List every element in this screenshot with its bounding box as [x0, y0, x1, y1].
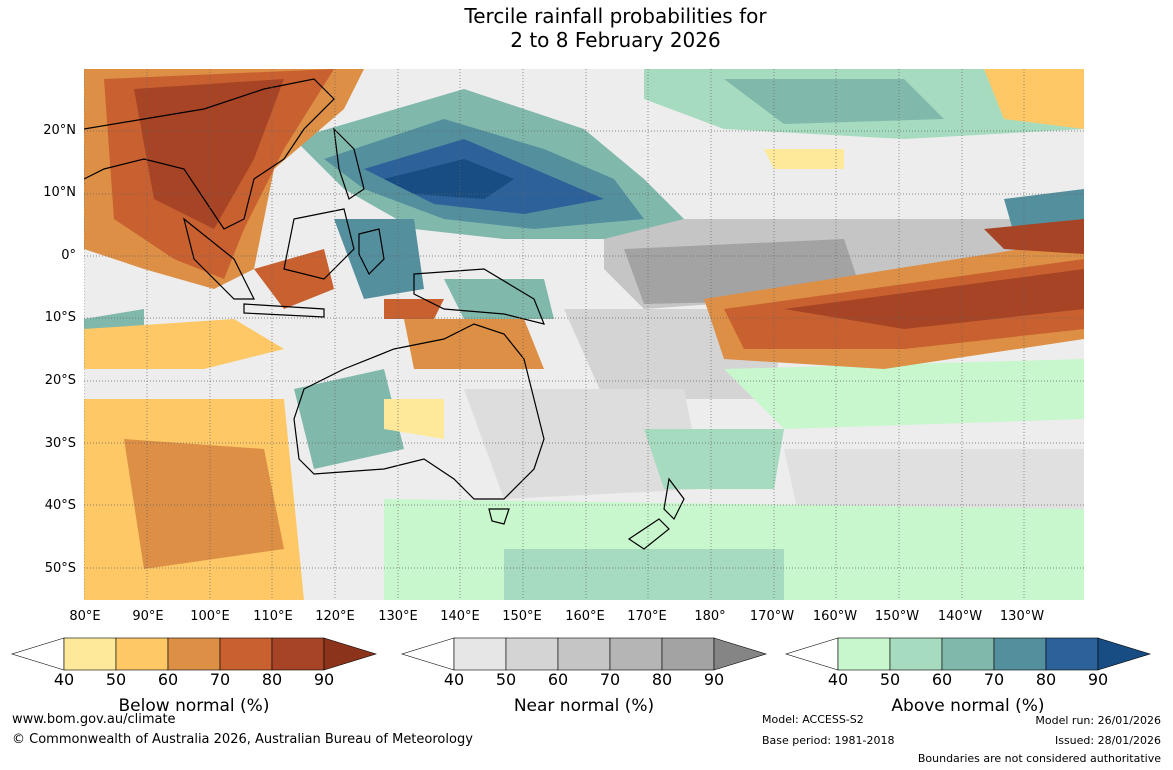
lon-label: 140°W: [937, 609, 983, 624]
boundary-disclaimer: Boundaries are not considered authoritat…: [917, 752, 1161, 765]
above-swatch-over: [1097, 637, 1152, 671]
title-line-1: Tercile rainfall probabilities for: [464, 4, 767, 28]
below-colorbar-svg: [10, 637, 378, 671]
above-colorbar-svg: [784, 637, 1152, 671]
below-normal-colorbar: [10, 637, 378, 671]
near-swatch-over: [713, 637, 768, 671]
above-normal-regions: [84, 69, 1084, 600]
lon-label: 160°E: [565, 609, 605, 624]
above-tick: 80: [1035, 670, 1057, 689]
above-colorbar-title: Above normal (%): [891, 696, 1045, 716]
lon-label: 150°W: [874, 609, 920, 624]
near-colorbar-title: Near normal (%): [513, 696, 655, 716]
lon-label: 150°E: [502, 609, 542, 624]
base-period: Base period: 1981-2018: [762, 734, 895, 747]
lat-label: 30°S: [44, 436, 76, 451]
near-swatch-50-60: [505, 637, 559, 671]
map-svg: [84, 69, 1084, 600]
below-tick: 80: [261, 670, 283, 689]
below-swatch-60-70: [167, 637, 221, 671]
lon-label: 160°W: [812, 609, 858, 624]
above-swatch-80-90: [1045, 637, 1099, 671]
lon-label: 80°E: [69, 609, 101, 624]
lat-label: 50°S: [44, 561, 76, 576]
copyright-notice: © Commonwealth of Australia 2026, Austra…: [12, 732, 473, 747]
near-swatch-40-50: [453, 637, 507, 671]
below-tick: 50: [105, 670, 127, 689]
above-swatch-70-80: [993, 637, 1047, 671]
lon-label: 180°: [694, 609, 726, 624]
below-tick: 60: [157, 670, 179, 689]
lon-label: 130°E: [378, 609, 418, 624]
near-swatch-70-80: [609, 637, 663, 671]
lon-label: 110°E: [253, 609, 293, 624]
lon-label: 100°E: [190, 609, 230, 624]
near-tick: 50: [495, 670, 517, 689]
near-tick: 60: [547, 670, 569, 689]
near-normal-colorbar: [400, 637, 768, 671]
below-swatch-40-50: [63, 637, 117, 671]
chart-title: Tercile rainfall probabilities for 2 to …: [0, 4, 1173, 52]
lon-label: 130°W: [999, 609, 1045, 624]
lat-label: 10°N: [43, 185, 76, 200]
below-tick: 70: [209, 670, 231, 689]
below-normal-regions: [84, 69, 1084, 600]
near-colorbar-svg: [400, 637, 768, 671]
above-swatch-60-70: [941, 637, 995, 671]
lon-label: 140°E: [440, 609, 480, 624]
model-name: Model: ACCESS-S2: [762, 713, 864, 726]
below-swatch-80-90: [271, 637, 325, 671]
coastlines: [84, 78, 685, 550]
lat-label: 20°N: [43, 123, 76, 138]
lat-label: 40°S: [44, 498, 76, 513]
above-tick: 70: [983, 670, 1005, 689]
lon-label: 170°W: [749, 609, 795, 624]
below-swatch-under: [10, 637, 65, 671]
below-colorbar-title: Below normal (%): [118, 696, 270, 716]
near-swatch-60-70: [557, 637, 611, 671]
above-tick: 60: [931, 670, 953, 689]
above-tick: 50: [879, 670, 901, 689]
model-run-date: Model run: 26/01/2026: [1035, 714, 1161, 727]
above-swatch-under: [784, 637, 839, 671]
above-tick: 40: [827, 670, 849, 689]
below-swatch-70-80: [219, 637, 273, 671]
probability-map: [84, 69, 1084, 600]
above-swatch-50-60: [889, 637, 943, 671]
above-swatch-40-50: [837, 637, 891, 671]
lon-label: 170°E: [627, 609, 667, 624]
below-tick: 40: [53, 670, 75, 689]
near-tick: 90: [703, 670, 725, 689]
near-tick: 80: [651, 670, 673, 689]
lat-label: 0°: [61, 248, 76, 263]
lon-label: 120°E: [315, 609, 355, 624]
near-swatch-80-90: [661, 637, 715, 671]
lat-label: 20°S: [44, 373, 76, 388]
above-normal-colorbar: [784, 637, 1152, 671]
website-link[interactable]: www.bom.gov.au/climate: [12, 712, 176, 727]
title-line-2: 2 to 8 February 2026: [510, 28, 721, 52]
below-swatch-50-60: [115, 637, 169, 671]
below-tick: 90: [313, 670, 335, 689]
lon-label: 90°E: [132, 609, 164, 624]
near-tick: 70: [599, 670, 621, 689]
near-tick: 40: [443, 670, 465, 689]
below-swatch-over: [323, 637, 378, 671]
issued-date: Issued: 28/01/2026: [1054, 734, 1161, 747]
near-swatch-under: [400, 637, 455, 671]
above-tick: 90: [1087, 670, 1109, 689]
lat-label: 10°S: [44, 310, 76, 325]
